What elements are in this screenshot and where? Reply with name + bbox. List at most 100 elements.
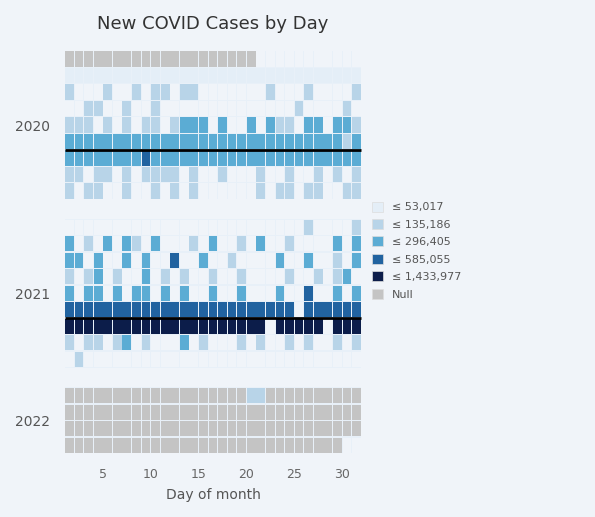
Bar bbox=[142, 84, 151, 100]
Bar bbox=[170, 52, 179, 67]
Bar bbox=[228, 269, 236, 284]
Bar bbox=[84, 404, 93, 420]
Bar bbox=[180, 184, 189, 199]
Bar bbox=[170, 302, 179, 317]
Bar bbox=[151, 117, 160, 133]
Bar bbox=[304, 236, 313, 251]
Bar bbox=[189, 84, 198, 100]
Bar bbox=[228, 286, 236, 301]
Bar bbox=[333, 167, 342, 182]
Bar bbox=[295, 101, 303, 116]
Bar bbox=[295, 52, 303, 67]
Bar bbox=[343, 286, 351, 301]
Bar bbox=[161, 184, 170, 199]
Bar bbox=[304, 421, 313, 436]
Bar bbox=[333, 319, 342, 334]
Bar bbox=[333, 117, 342, 133]
Bar bbox=[285, 52, 294, 67]
Bar bbox=[247, 184, 256, 199]
Bar bbox=[161, 84, 170, 100]
Bar bbox=[228, 388, 236, 403]
Bar bbox=[65, 117, 74, 133]
Bar bbox=[142, 352, 151, 367]
Bar bbox=[324, 437, 332, 453]
Bar bbox=[333, 184, 342, 199]
Bar bbox=[151, 134, 160, 149]
Bar bbox=[314, 319, 322, 334]
Bar bbox=[199, 302, 208, 317]
Bar bbox=[170, 220, 179, 235]
Bar bbox=[352, 335, 361, 351]
Bar bbox=[314, 404, 322, 420]
Bar bbox=[113, 437, 121, 453]
Bar bbox=[113, 302, 121, 317]
Bar bbox=[228, 352, 236, 367]
Bar bbox=[314, 302, 322, 317]
Bar bbox=[132, 388, 141, 403]
Bar bbox=[324, 167, 332, 182]
Bar bbox=[161, 388, 170, 403]
Bar bbox=[247, 269, 256, 284]
Bar bbox=[218, 184, 227, 199]
Bar bbox=[352, 286, 361, 301]
Bar bbox=[65, 437, 74, 453]
Bar bbox=[285, 352, 294, 367]
Bar bbox=[275, 184, 284, 199]
Bar bbox=[84, 117, 93, 133]
Bar bbox=[237, 167, 246, 182]
Bar bbox=[132, 52, 141, 67]
Bar bbox=[94, 253, 102, 268]
Bar bbox=[266, 167, 275, 182]
Bar bbox=[123, 437, 131, 453]
Bar bbox=[285, 236, 294, 251]
Bar bbox=[151, 404, 160, 420]
Bar bbox=[170, 253, 179, 268]
Bar bbox=[333, 286, 342, 301]
Bar bbox=[275, 437, 284, 453]
Bar bbox=[65, 388, 74, 403]
Bar bbox=[65, 68, 74, 83]
Bar bbox=[142, 167, 151, 182]
Bar bbox=[199, 319, 208, 334]
Bar bbox=[266, 134, 275, 149]
Bar bbox=[151, 269, 160, 284]
Bar bbox=[209, 101, 217, 116]
Bar bbox=[209, 167, 217, 182]
Bar bbox=[170, 134, 179, 149]
Bar bbox=[285, 167, 294, 182]
Bar bbox=[94, 101, 102, 116]
Bar bbox=[256, 352, 265, 367]
Bar bbox=[113, 150, 121, 165]
Bar bbox=[237, 150, 246, 165]
Bar bbox=[132, 236, 141, 251]
Bar bbox=[237, 236, 246, 251]
Bar bbox=[209, 134, 217, 149]
Bar bbox=[84, 421, 93, 436]
Bar bbox=[123, 150, 131, 165]
Bar bbox=[304, 167, 313, 182]
Bar bbox=[266, 236, 275, 251]
Bar bbox=[94, 335, 102, 351]
Bar bbox=[104, 220, 112, 235]
Bar bbox=[266, 68, 275, 83]
Bar bbox=[84, 220, 93, 235]
Bar bbox=[314, 437, 322, 453]
Bar bbox=[256, 134, 265, 149]
Bar bbox=[74, 388, 83, 403]
Bar bbox=[123, 269, 131, 284]
Bar bbox=[275, 150, 284, 165]
Bar bbox=[170, 319, 179, 334]
Bar bbox=[275, 52, 284, 67]
Bar bbox=[256, 253, 265, 268]
Bar bbox=[333, 388, 342, 403]
Bar bbox=[304, 52, 313, 67]
Bar bbox=[74, 236, 83, 251]
Bar bbox=[295, 84, 303, 100]
Bar bbox=[180, 220, 189, 235]
Bar bbox=[247, 117, 256, 133]
Bar bbox=[209, 421, 217, 436]
Bar bbox=[304, 388, 313, 403]
Bar bbox=[123, 302, 131, 317]
Bar bbox=[247, 404, 256, 420]
Bar bbox=[218, 437, 227, 453]
